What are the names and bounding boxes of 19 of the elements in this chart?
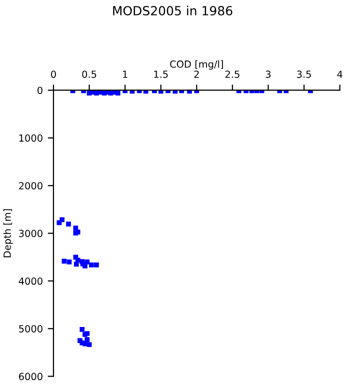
x-tick-label: 0.5 — [82, 70, 96, 78]
y-tick-label: 0 — [38, 86, 42, 94]
y-tick-label: 2000 — [19, 182, 42, 190]
x-tick-label: 2 — [194, 70, 199, 78]
x-tick-label: 2.5 — [225, 70, 240, 78]
y-tick-label: 6000 — [18, 372, 42, 380]
y-tick-label: 5000 — [19, 325, 42, 332]
x-tick-label: 0 — [51, 70, 56, 78]
y-tick-label: 1000 — [19, 134, 42, 142]
chart-title: MODS2005 in 1986 — [113, 6, 232, 16]
x-axis-title: COD [mg/l] — [170, 60, 223, 70]
x-tick-label: 3.5 — [297, 70, 311, 78]
y-tick-label: 4000 — [18, 277, 42, 285]
x-tick-label: 4 — [337, 70, 342, 78]
x-tick-label: 1 — [123, 70, 128, 78]
y-tick-label: 3000 — [19, 230, 42, 238]
x-tick-label: 1.5 — [154, 70, 168, 78]
y-axis-title: Depth [m] — [3, 209, 13, 258]
x-tick-label: 3 — [266, 70, 271, 78]
